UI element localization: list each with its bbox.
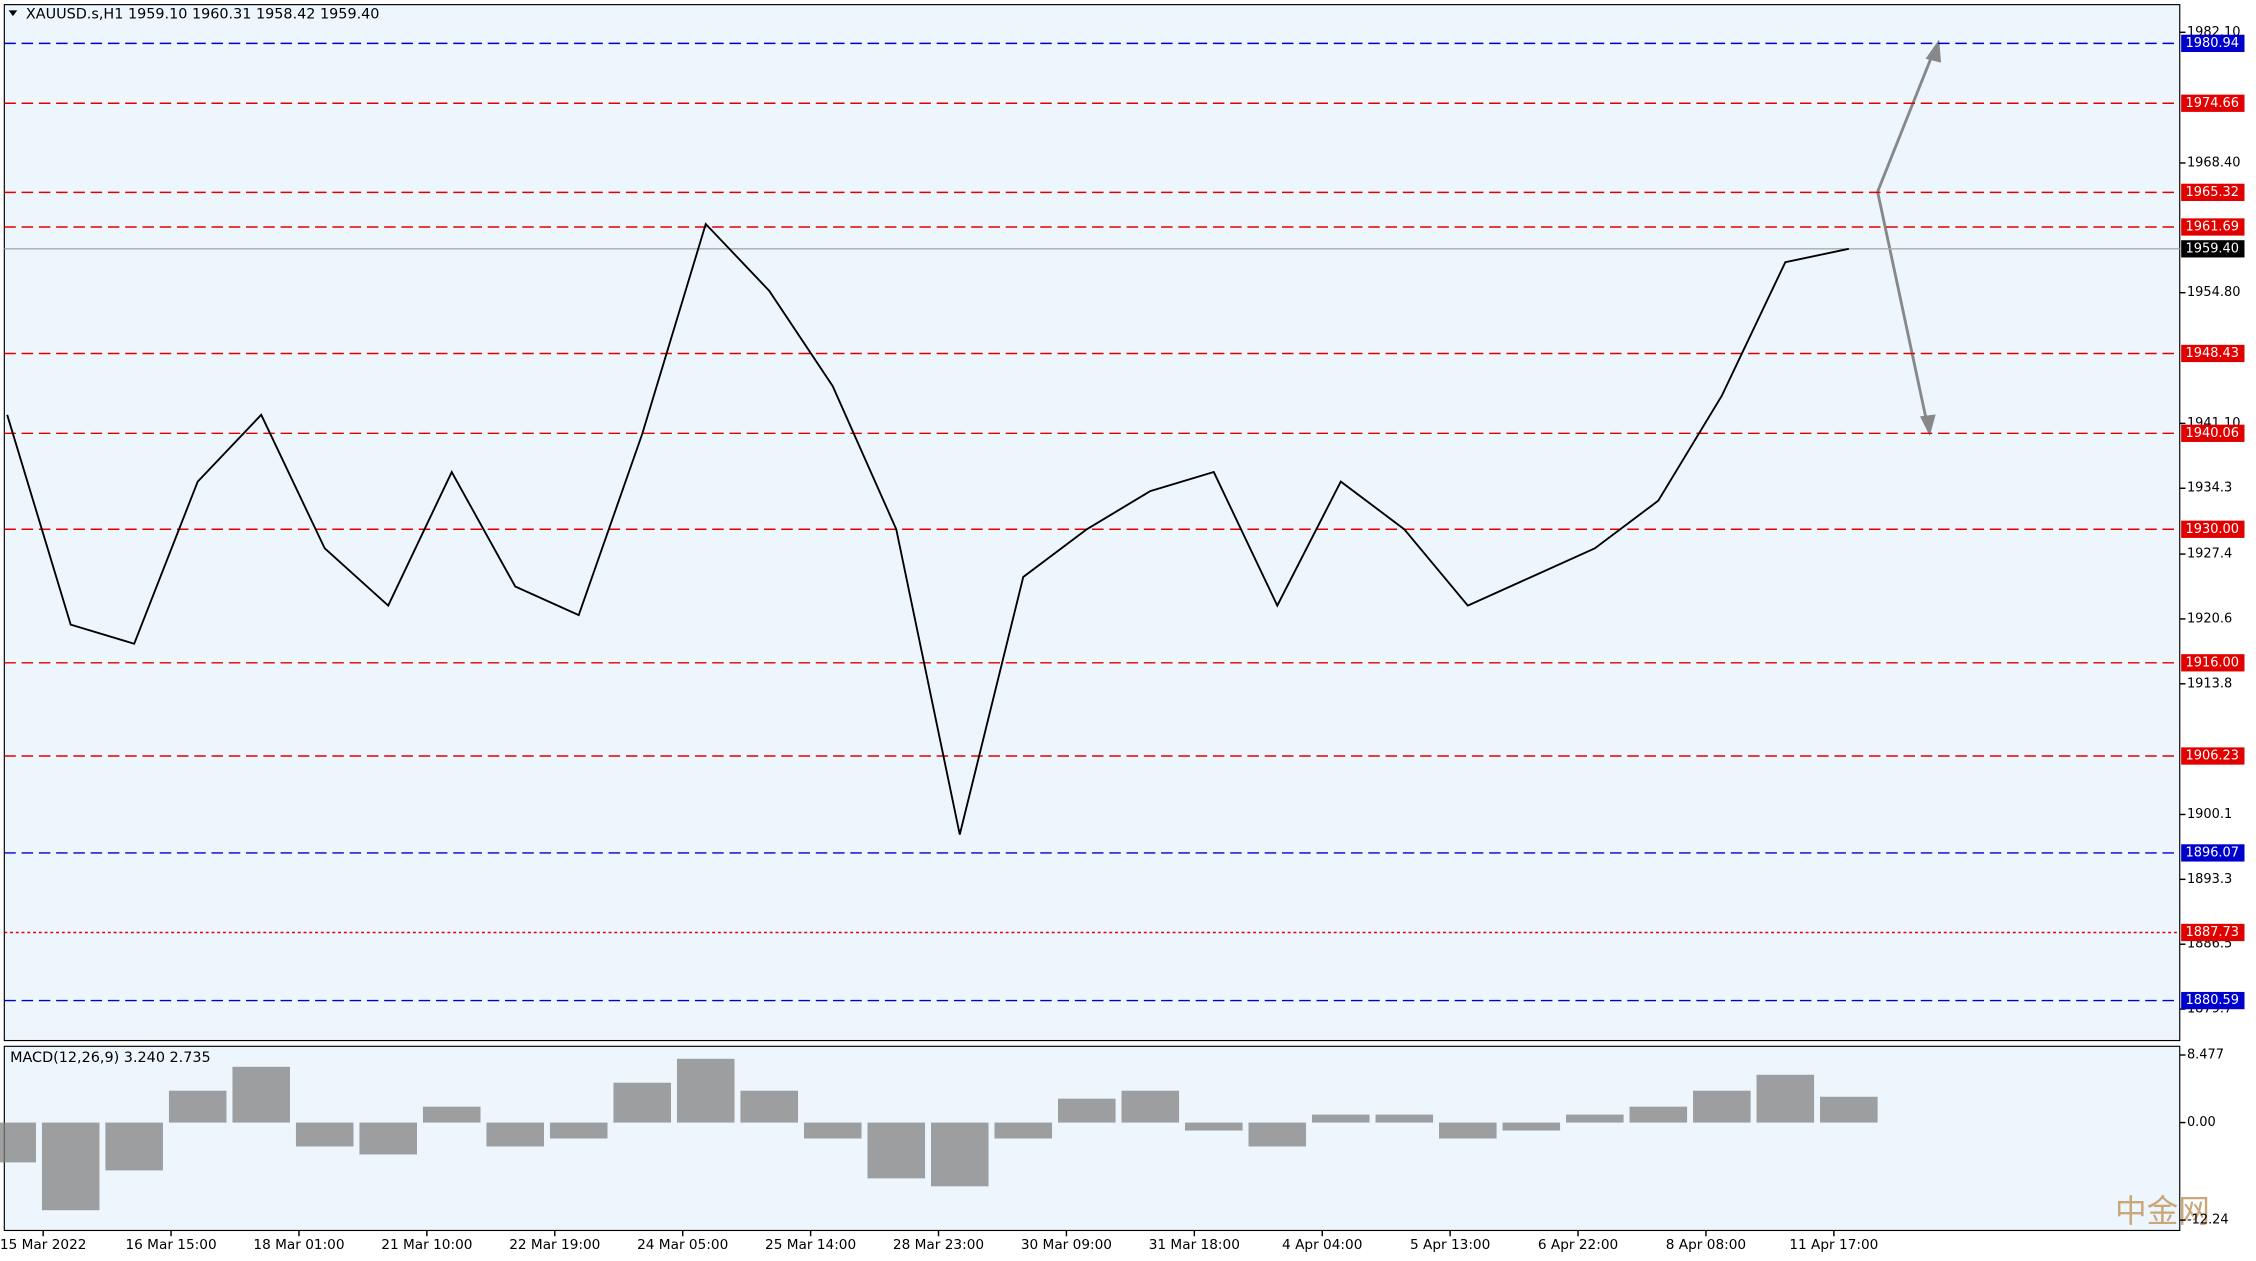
- level-label: 1906.23: [2186, 749, 2240, 764]
- macd-title: MACD(12,26,9) 3.240 2.735: [10, 1050, 211, 1066]
- macd-bar: [41, 1122, 100, 1211]
- forecast-arrows: [1876, 39, 1942, 436]
- x-tick-label: 22 Mar 19:00: [509, 1237, 600, 1253]
- x-tick-label: 4 Apr 04:00: [1282, 1237, 1362, 1253]
- macd-bar: [1185, 1122, 1243, 1131]
- x-tick-label: 5 Apr 13:00: [1410, 1237, 1490, 1253]
- macd-bar: [1121, 1090, 1180, 1123]
- y-tick-label: 8.477: [2187, 1048, 2224, 1063]
- level-label-box: [2181, 183, 2245, 201]
- level-label: 1961.69: [2186, 219, 2240, 234]
- macd-bar: [867, 1122, 926, 1179]
- macd-bar: [105, 1122, 163, 1171]
- macd-bar: [740, 1090, 799, 1123]
- chart-title: XAUUSD.s,H1 1959.10 1960.31 1958.42 1959…: [26, 7, 380, 23]
- y-tick-label: 1913.8: [2187, 676, 2232, 691]
- level-label-box: [2181, 844, 2245, 862]
- level-label: 1965.32: [2186, 185, 2240, 200]
- x-tick-label: 16 Mar 15:00: [125, 1237, 216, 1253]
- y-tick-label: 1968.40: [2187, 155, 2241, 170]
- y-tick-label: 1893.3: [2187, 872, 2232, 887]
- y-tick-label: 1920.6: [2187, 611, 2232, 626]
- level-label: 1959.40: [2186, 241, 2240, 256]
- x-tick-label: 21 Mar 10:00: [381, 1237, 472, 1253]
- macd-bar: [0, 1122, 36, 1163]
- macd-bar: [1693, 1090, 1751, 1123]
- macd-bar: [1057, 1098, 1116, 1123]
- level-label: 1940.06: [2186, 426, 2240, 441]
- level-label: 1887.73: [2186, 925, 2240, 940]
- main-panel: [3, 4, 2181, 1042]
- macd-bar: [1502, 1122, 1561, 1131]
- level-label-box: [2181, 424, 2245, 442]
- x-tick-label: 28 Mar 23:00: [893, 1237, 984, 1253]
- y-tick-label: 1927.4: [2187, 547, 2232, 562]
- level-label-box: [2181, 344, 2245, 363]
- macd-bar: [1312, 1114, 1370, 1123]
- level-label: 1948.43: [2186, 346, 2240, 361]
- x-tick-label: 15 Mar 2022: [0, 1237, 86, 1253]
- y-tick-label: 1934.3: [2187, 481, 2232, 496]
- macd-bar: [1566, 1114, 1624, 1123]
- price-line: [6, 222, 1850, 835]
- level-label-box: [2181, 654, 2245, 672]
- arrow: [1876, 47, 1937, 193]
- macd-bar: [803, 1122, 862, 1139]
- macd-bar: [1820, 1096, 1878, 1123]
- watermark: 中金网: [2115, 1194, 2210, 1230]
- macd-bar: [1248, 1122, 1307, 1147]
- x-tick-label: 8 Apr 08:00: [1666, 1237, 1746, 1253]
- x-tick-label: 30 Mar 09:00: [1021, 1237, 1112, 1253]
- macd-bar: [168, 1090, 227, 1123]
- x-tick-label: 24 Mar 05:00: [637, 1237, 728, 1253]
- level-label-box: [2181, 991, 2245, 1010]
- macd-bar: [994, 1122, 1053, 1139]
- macd-bar: [1756, 1074, 1815, 1123]
- arrow: [1876, 191, 1930, 428]
- arrow-head: [1920, 414, 1936, 436]
- x-tick-label: 18 Mar 01:00: [253, 1237, 344, 1253]
- y-tick-label: 0.00: [2187, 1115, 2216, 1130]
- level-label-box: [2181, 923, 2245, 942]
- macd-bar: [613, 1082, 672, 1123]
- level-label-box: [2181, 34, 2245, 52]
- macd-bar: [1439, 1122, 1497, 1139]
- macd-bar: [549, 1122, 608, 1139]
- level-label-box: [2181, 94, 2245, 112]
- y-tick-label: 1954.80: [2187, 285, 2241, 300]
- macd-bar: [422, 1106, 481, 1123]
- x-tick-label: 6 Apr 22:00: [1538, 1237, 1618, 1253]
- macd-bar: [486, 1122, 545, 1147]
- macd-bar: [359, 1122, 417, 1155]
- level-label: 1880.59: [2186, 993, 2240, 1008]
- x-tick-label: 25 Mar 14:00: [765, 1237, 856, 1253]
- level-label-box: [2181, 747, 2245, 765]
- y-tick-label: -12.24: [2187, 1213, 2229, 1228]
- macd-bar: [676, 1058, 735, 1123]
- x-tick-label: 11 Apr 17:00: [1789, 1237, 1878, 1253]
- y-tick-label: 1900.1: [2187, 807, 2232, 822]
- macd-bar: [930, 1122, 989, 1187]
- macd-bar: [295, 1122, 354, 1147]
- title-icon: [8, 10, 18, 17]
- x-tick-label: 31 Mar 18:00: [1149, 1237, 1240, 1253]
- arrow-head: [1925, 39, 1942, 63]
- macd-bar: [232, 1066, 290, 1123]
- level-label-box: [2181, 218, 2245, 236]
- level-label: 1980.94: [2186, 36, 2240, 51]
- macd-bar: [1629, 1106, 1688, 1123]
- level-label-box: [2181, 520, 2245, 538]
- level-label: 1930.00: [2186, 522, 2240, 537]
- level-label: 1896.07: [2186, 845, 2240, 860]
- level-label-box: [2181, 240, 2245, 258]
- level-label: 1974.66: [2186, 96, 2240, 111]
- level-label: 1916.00: [2186, 655, 2240, 670]
- macd-bar: [1375, 1114, 1434, 1123]
